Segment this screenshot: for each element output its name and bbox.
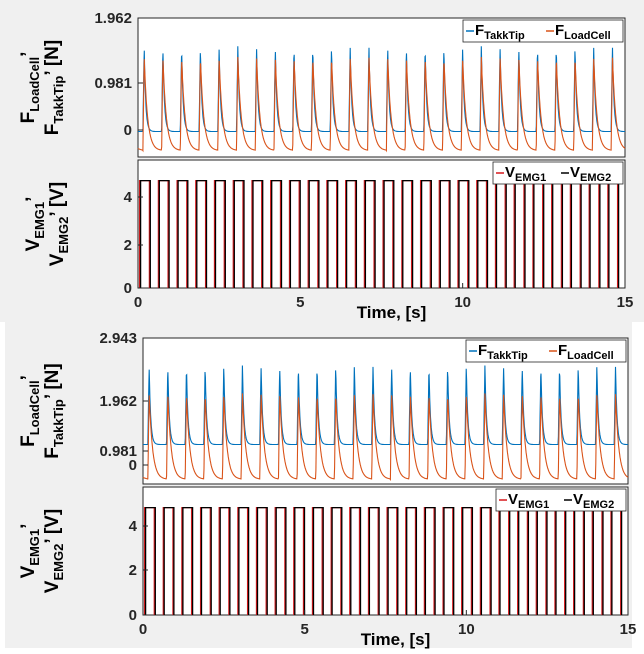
legend-label: VEMG2: [570, 164, 611, 184]
legend-label: FLoadCell: [555, 22, 611, 42]
y-axis-label-line2: FTakkTip’ [N]: [42, 363, 66, 458]
y-tick-label: 4: [129, 518, 138, 535]
x-tick-label: 5: [300, 621, 308, 638]
x-tick-label: 0: [134, 294, 142, 311]
legend-label: FTakkTip: [475, 22, 525, 42]
y-axis-label-line1: FLoadCell’: [18, 52, 42, 124]
y-axis-label-line1: VEMG1’: [18, 524, 42, 579]
legend-label: VEMG1: [508, 491, 549, 511]
x-tick-label: 10: [458, 621, 475, 638]
series-line-takktip: [143, 365, 628, 446]
legend-box: [495, 488, 627, 512]
x-axis-label: Time, [s]: [357, 303, 427, 322]
y-tick-label: 0.981: [99, 443, 137, 460]
legend-label: FLoadCell: [558, 342, 614, 362]
y-tick-label: 0.981: [94, 75, 132, 92]
series-line-loadcell: [142, 393, 629, 482]
y-tick-label: 4: [124, 189, 133, 206]
series-group: [137, 46, 626, 153]
panel-upper-force: 1.962 0.981 0 FLoadCell’FTakkTip’ [N] FTakkT…: [18, 10, 626, 158]
legend: FTakkTip FLoadCell: [465, 339, 627, 363]
y-tick-label: 0: [124, 280, 132, 297]
legend-box: [462, 19, 624, 43]
legend-label: VEMG1: [505, 164, 546, 184]
y-tick-label: 1.962: [99, 393, 137, 410]
y-tick-label: 2: [129, 562, 137, 579]
y-tick-label: 0: [129, 607, 137, 624]
legend-label: FTakkTip: [478, 342, 528, 362]
x-axis-label: Time, [s]: [361, 630, 431, 649]
y-tick-label: 0: [124, 122, 132, 139]
y-axis-label-line1: FLoadCell’: [18, 375, 42, 447]
y-tick-label: 0: [129, 457, 137, 474]
x-tick-label: 10: [454, 294, 471, 311]
series-line-loadcell: [137, 56, 626, 153]
y-tick-label: 2.943: [99, 330, 137, 347]
legend-box: [465, 339, 627, 363]
y-tick-label: 2: [124, 237, 132, 254]
x-tick-label: 15: [620, 621, 637, 638]
legend: VEMG1 VEMG2: [495, 488, 627, 512]
series-line-takktip: [138, 46, 625, 133]
y-axis-label-line2: FTakkTip’ [N]: [42, 40, 66, 135]
legend-label: VEMG2: [573, 491, 614, 511]
x-tick-label: 15: [617, 294, 634, 311]
y-tick-label: 1.962: [94, 10, 132, 27]
legend-box: [492, 161, 624, 185]
y-axis-label-line2: VEMG2’ [V]: [47, 182, 71, 266]
y-axis-label-line2: VEMG2’ [V]: [42, 509, 66, 593]
y-axis-label-line1: VEMG1’: [23, 197, 47, 252]
x-tick-label: 5: [296, 294, 304, 311]
legend: FTakkTip FLoadCell: [462, 19, 624, 43]
x-tick-label: 0: [139, 621, 147, 638]
series-group: [142, 365, 629, 482]
legend: VEMG1 VEMG2: [492, 161, 624, 185]
